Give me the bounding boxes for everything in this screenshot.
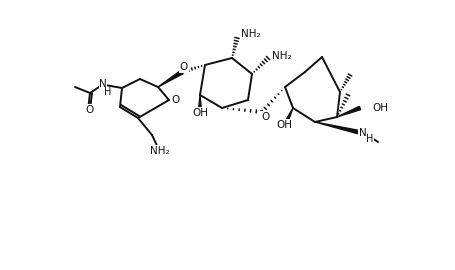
Polygon shape <box>315 122 359 134</box>
Polygon shape <box>198 95 202 113</box>
Text: O: O <box>180 62 188 72</box>
Polygon shape <box>337 106 361 117</box>
Text: OH: OH <box>192 108 208 118</box>
Text: N: N <box>359 128 367 138</box>
Text: N: N <box>99 79 107 89</box>
Text: NH₂: NH₂ <box>272 51 292 61</box>
Text: NH₂: NH₂ <box>241 29 261 39</box>
Text: NH₂: NH₂ <box>150 146 170 156</box>
Text: H: H <box>366 134 374 144</box>
Text: O: O <box>261 112 269 122</box>
Text: O: O <box>171 95 179 105</box>
Text: O: O <box>85 105 93 115</box>
Polygon shape <box>283 108 293 126</box>
Text: OH: OH <box>372 103 388 113</box>
Polygon shape <box>158 70 183 87</box>
Text: H: H <box>104 87 111 97</box>
Text: OH: OH <box>276 120 292 130</box>
